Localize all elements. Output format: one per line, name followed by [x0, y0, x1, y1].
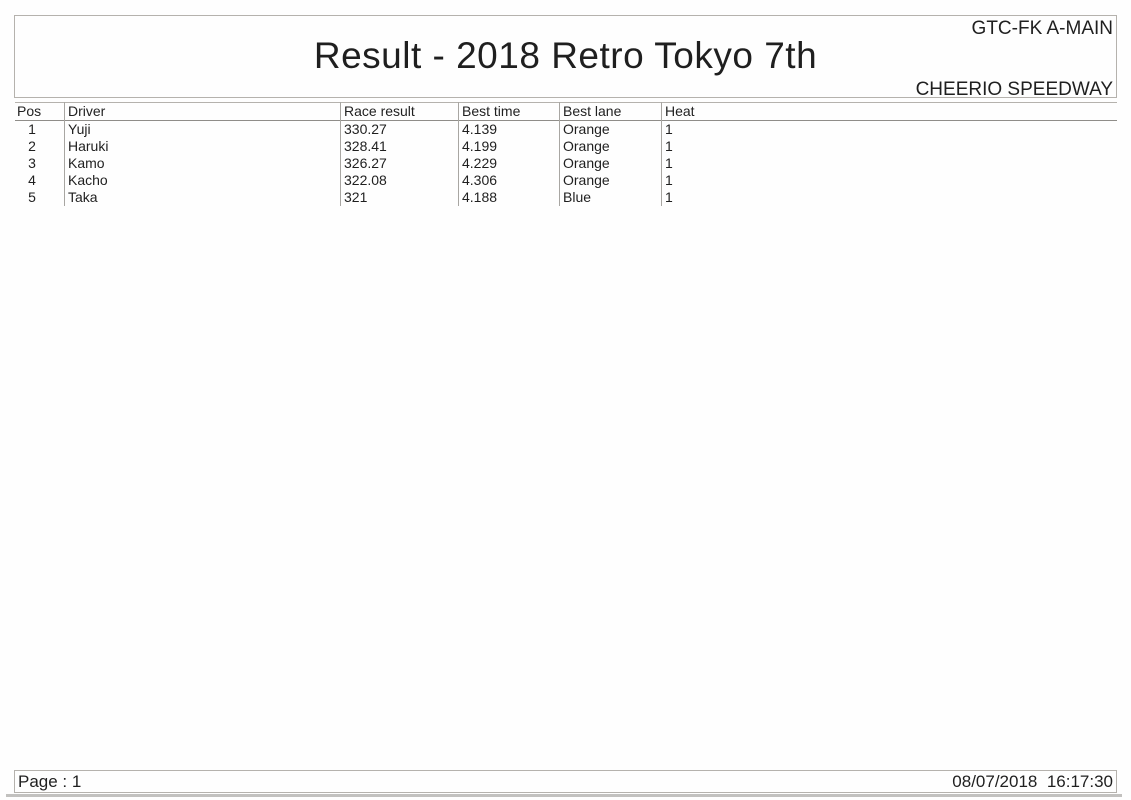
column-header-race-result: Race result [340, 102, 459, 121]
cell-best-lane: Orange [559, 155, 662, 172]
column-header-best-lane: Best lane [559, 102, 662, 121]
table-row: 3 Kamo 326.27 4.229 Orange 1 [15, 155, 1117, 172]
cell-pos: 4 [28, 172, 36, 188]
cell-race-result: 322.08 [340, 172, 459, 189]
column-header-driver: Driver [64, 102, 341, 121]
cell-pos: 3 [28, 155, 36, 171]
results-table-body: 1 Yuji 330.27 4.139 Orange 1 2 Haruki 328.41 4.19… [15, 120, 1117, 206]
cell-heat: 1 [661, 189, 1117, 206]
scan-artifact-line [6, 794, 1122, 797]
cell-best-lane: Blue [559, 189, 662, 206]
cell-best-time: 4.139 [458, 120, 560, 138]
column-header-pos: Pos [17, 103, 42, 119]
cell-heat: 1 [661, 172, 1117, 189]
page-number-label: Page : 1 [18, 771, 82, 791]
results-table: Pos Driver Race result Best time Best lane He… [15, 102, 1117, 206]
cell-driver: Kacho [64, 172, 341, 189]
cell-best-lane: Orange [559, 120, 662, 138]
cell-best-time: 4.229 [458, 155, 560, 172]
cell-best-lane: Orange [559, 172, 662, 189]
cell-pos: 1 [28, 121, 36, 137]
cell-heat: 1 [661, 155, 1117, 172]
cell-best-time: 4.199 [458, 138, 560, 155]
cell-driver: Yuji [64, 120, 341, 138]
cell-best-time: 4.188 [458, 189, 560, 206]
print-datetime: 08/07/2018 16:17:30 [952, 771, 1113, 791]
cell-best-time: 4.306 [458, 172, 560, 189]
cell-pos: 5 [28, 189, 36, 205]
cell-driver: Kamo [64, 155, 341, 172]
cell-pos: 2 [28, 138, 36, 154]
table-row: 1 Yuji 330.27 4.139 Orange 1 [15, 120, 1117, 138]
table-row: 5 Taka 321 4.188 Blue 1 [15, 189, 1117, 206]
race-class-label: GTC-FK A-MAIN [971, 18, 1113, 39]
table-row: 4 Kacho 322.08 4.306 Orange 1 [15, 172, 1117, 189]
column-header-best-time: Best time [458, 102, 560, 121]
cell-driver: Taka [64, 189, 341, 206]
cell-race-result: 326.27 [340, 155, 459, 172]
cell-race-result: 328.41 [340, 138, 459, 155]
cell-heat: 1 [661, 138, 1117, 155]
header-row: Pos Driver Race result Best time Best lane He… [15, 102, 1117, 121]
header-box: GTC-FK A-MAIN Result - 2018 Retro Tokyo … [14, 15, 1117, 100]
cell-race-result: 330.27 [340, 120, 459, 138]
cell-driver: Haruki [64, 138, 341, 155]
page-title: Result - 2018 Retro Tokyo 7th [313, 35, 818, 76]
column-header-heat: Heat [661, 102, 1117, 121]
table-row: 2 Haruki 328.41 4.199 Orange 1 [15, 138, 1117, 155]
footer-box: Page : 1 08/07/2018 16:17:30 [14, 770, 1117, 793]
cell-heat: 1 [661, 120, 1117, 138]
results-table-head: Pos Driver Race result Best time Best lane He… [15, 102, 1117, 121]
cell-best-lane: Orange [559, 138, 662, 155]
cell-race-result: 321 [340, 189, 459, 206]
venue-label: CHEERIO SPEEDWAY [915, 79, 1113, 100]
